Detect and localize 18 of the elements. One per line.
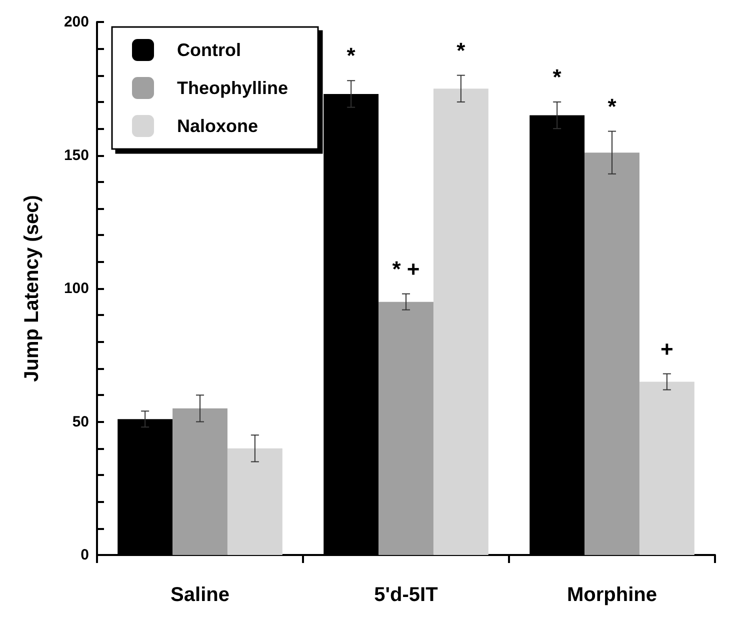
- y-tick-label: 0: [80, 546, 89, 564]
- data-label: +: [660, 336, 674, 362]
- x-tick-label: Saline: [170, 584, 230, 606]
- y-tick-label: 100: [64, 280, 89, 297]
- legend-label: Theophylline: [177, 78, 288, 98]
- data-label: *: [456, 38, 466, 63]
- legend-label: Naloxone: [177, 116, 258, 136]
- data-label: *: [552, 64, 562, 90]
- y-tick-label: 200: [64, 14, 89, 30]
- y-tick-label: 50: [72, 413, 89, 430]
- data-label: * +: [392, 256, 420, 282]
- data-label: *: [346, 43, 356, 68]
- x-tick-label: 5'd-5IT: [374, 584, 438, 606]
- y-tick-label: 150: [64, 146, 89, 164]
- x-tick-label: Morphine: [567, 584, 657, 606]
- y-axis-title: Jump Latency (sec): [21, 195, 43, 382]
- data-label: *: [608, 94, 617, 119]
- legend-label: Control: [177, 40, 241, 60]
